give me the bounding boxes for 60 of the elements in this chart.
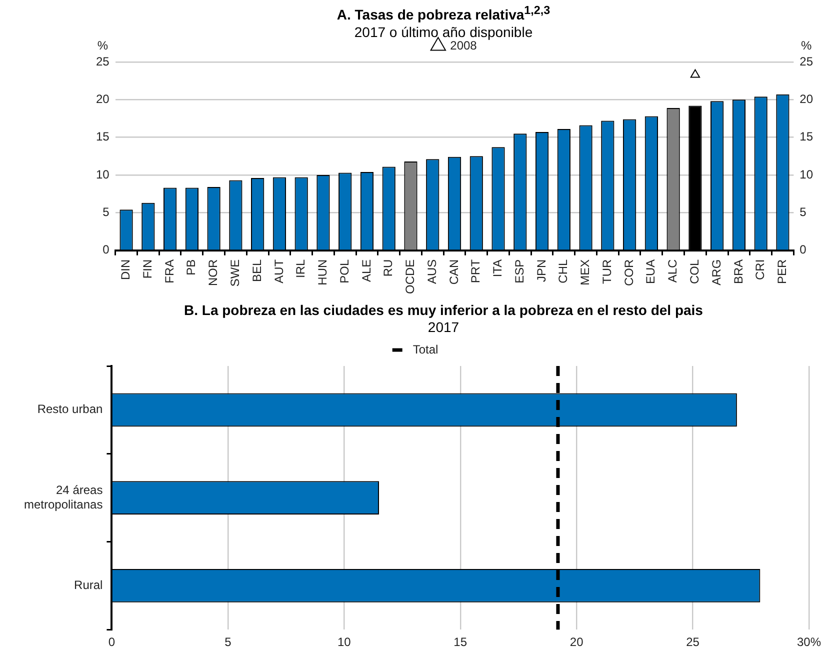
x-tick-label: CRI [753,259,768,280]
x-tick-label: PRT [468,258,483,284]
x-tick-label: 10 [337,635,352,650]
x-tick-label: PB [184,259,198,276]
x-tick-label: OCDE [403,259,418,294]
y-tick-label: 15 [96,130,110,144]
x-tick-label: AUT [272,258,286,284]
chart-title: A. Tasas de pobreza relativa$^{1,2,3}$ [336,3,552,24]
y2-tick-label: 25 [800,54,814,68]
y2-tick-label: 0 [800,242,807,257]
y-tick-label: 5 [102,204,110,219]
x-tick-label: COL [688,259,702,284]
x-tick-label: PER [775,259,790,284]
chart-title: B. La pobreza en las ciudades es muy inferior a la pobreza en el resto del pais [183,302,704,319]
x-tick-label: 5 [224,635,232,650]
x-tick-label: FRA [162,259,176,284]
x-tick-label: EUA [644,259,658,284]
x-tick-label: BRA [731,259,746,284]
y2-tick-label: 20 [800,92,814,106]
x-tick-label: ARG [709,259,724,286]
y2-tick-label: 15 [800,130,814,144]
y-axis-title: % [97,38,108,52]
chart-subtitle: 2017 o último año disponible [354,24,533,40]
x-tick-label: FIN [140,259,154,279]
x-tick-label: NOR [206,259,220,286]
x-tick-label: ESP [512,259,526,284]
y-tick-label: 25 [96,54,110,68]
x-tick-label: ALC [666,258,680,283]
y-tick-label: Resto urban [37,402,103,416]
legend-label: 2008 [450,38,478,52]
y2-axis-title: % [800,38,812,52]
chart-subtitle: 2017 [428,319,460,335]
x-tick-label: HUN [316,259,330,286]
legend-label: Total [412,342,438,356]
y-tick-label: 20 [96,92,110,106]
x-tick-label: ALE [359,259,374,282]
x-tick-label: 25 [686,635,700,650]
y-tick-label: 10 [96,167,110,182]
x-tick-label: JPN [534,259,548,282]
x-tick-label: 15 [454,635,468,650]
x-tick-label: MEX [578,259,592,286]
x-tick-label: CAN [446,259,461,285]
y2-tick-label: 5 [800,204,807,219]
y-tick-label: 0 [102,242,110,257]
x-tick-label: 20 [570,635,584,650]
x-tick-label: 30% [796,635,822,650]
x-tick-label: TUR [600,259,614,284]
y-tick-label: 24 áreas metropolitanas [24,482,103,512]
x-tick-label: SWE [228,259,242,287]
x-tick-label: BEL [250,259,264,282]
x-tick-label: CHL [556,259,570,284]
y2-tick-label: 10 [800,167,814,182]
x-tick-label: POL [337,259,352,284]
x-tick-label: DIN [118,259,133,280]
x-tick-label: COR [622,259,636,286]
x-tick-label: RU [381,259,396,277]
x-tick-label: ITA [490,259,505,278]
x-tick-label: AUS [424,259,439,284]
x-tick-label: IRL [294,259,308,278]
y-tick-label: Rural [74,578,103,592]
